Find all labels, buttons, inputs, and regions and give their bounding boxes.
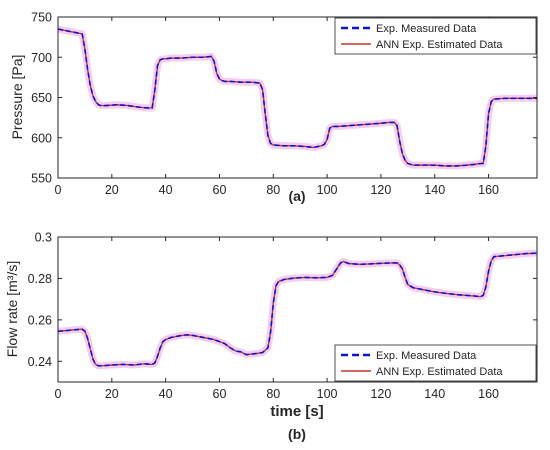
panel-a-legend: Exp. Measured Data ANN Exp. Estimated Da… — [334, 17, 537, 55]
panel-a-ytick-label: 650 — [31, 91, 52, 105]
panel-b: 0 20 40 60 80 100 120 140 160 0.24 0.26 0.28 0.3 Fl… — [4, 231, 538, 442]
panel-b-ytick-label: 0.28 — [28, 272, 52, 286]
panel-a-legend-box — [334, 17, 537, 55]
panel-b-xtick-label: 60 — [213, 387, 227, 401]
panel-b-yticks: 0.24 0.26 0.28 0.3 — [28, 231, 537, 369]
panel-a-ylabel: Pressure [Pa] — [9, 55, 25, 140]
panel-b-xtick-label: 80 — [266, 387, 280, 401]
panel-a-xticks: 0 20 40 60 80 100 120 140 160 — [55, 17, 499, 197]
panel-b-xtick-label: 0 — [55, 387, 62, 401]
panel-a-ytick-label: 550 — [31, 172, 52, 186]
panel-b-series-measured — [58, 252, 537, 367]
panel-b-xtick-label: 40 — [159, 387, 173, 401]
panel-b-ytick-label: 0.3 — [35, 231, 52, 245]
panel-b-ytick-label: 0.24 — [28, 355, 52, 369]
panel-b-legend-box — [334, 344, 537, 382]
panel-b-label: (b) — [288, 426, 306, 442]
panel-a-label: (a) — [288, 188, 305, 204]
panel-b-xticks: 0 20 40 60 80 100 120 140 160 — [55, 237, 499, 401]
panel-a-xtick-label: 80 — [266, 183, 280, 197]
panel-b-ylabel: Flow rate [m³/s] — [4, 261, 20, 357]
panel-a-xtick-label: 140 — [424, 183, 445, 197]
panel-b-xlabel: time [s] — [270, 403, 323, 420]
panel-a-xtick-label: 120 — [370, 183, 391, 197]
panel-b-xtick-label: 140 — [424, 387, 445, 401]
panel-b-xtick-label: 20 — [105, 387, 119, 401]
panel-a-ytick-label: 750 — [31, 11, 52, 25]
panel-a-series-measured — [58, 28, 537, 167]
panel-a-xtick-label: 0 — [55, 183, 62, 197]
panel-b-ytick-label: 0.26 — [28, 313, 52, 327]
panel-b-axes-box — [57, 236, 538, 383]
panel-a-series-group — [58, 28, 537, 167]
panel-a-xtick-label: 20 — [105, 183, 119, 197]
panel-a-ytick-label: 600 — [31, 131, 52, 145]
panel-b-legend: Exp. Measured Data ANN Exp. Estimated Da… — [334, 344, 537, 382]
panel-a-legend-label-estimated: ANN Exp. Estimated Data — [376, 39, 503, 51]
panel-a-xtick-label: 40 — [159, 183, 173, 197]
panel-a-xtick-label: 100 — [317, 183, 338, 197]
panel-a-yticks: 550 600 650 700 750 — [31, 11, 537, 186]
panel-a: 0 20 40 60 80 100 120 140 160 550 600 650 700 750 Pr… — [9, 11, 538, 204]
panel-b-xtick-label: 120 — [370, 387, 391, 401]
panel-a-xtick-label: 160 — [478, 183, 499, 197]
panel-a-xtick-label: 60 — [213, 183, 227, 197]
panel-b-legend-label-estimated: ANN Exp. Estimated Data — [376, 366, 503, 378]
panel-b-xtick-label: 100 — [317, 387, 338, 401]
panel-b-xtick-label: 160 — [478, 387, 499, 401]
panel-a-legend-label-measured: Exp. Measured Data — [376, 23, 477, 35]
panel-b-series-group — [58, 252, 537, 367]
panel-b-legend-label-measured: Exp. Measured Data — [376, 350, 477, 362]
panel-a-ytick-label: 700 — [31, 51, 52, 65]
